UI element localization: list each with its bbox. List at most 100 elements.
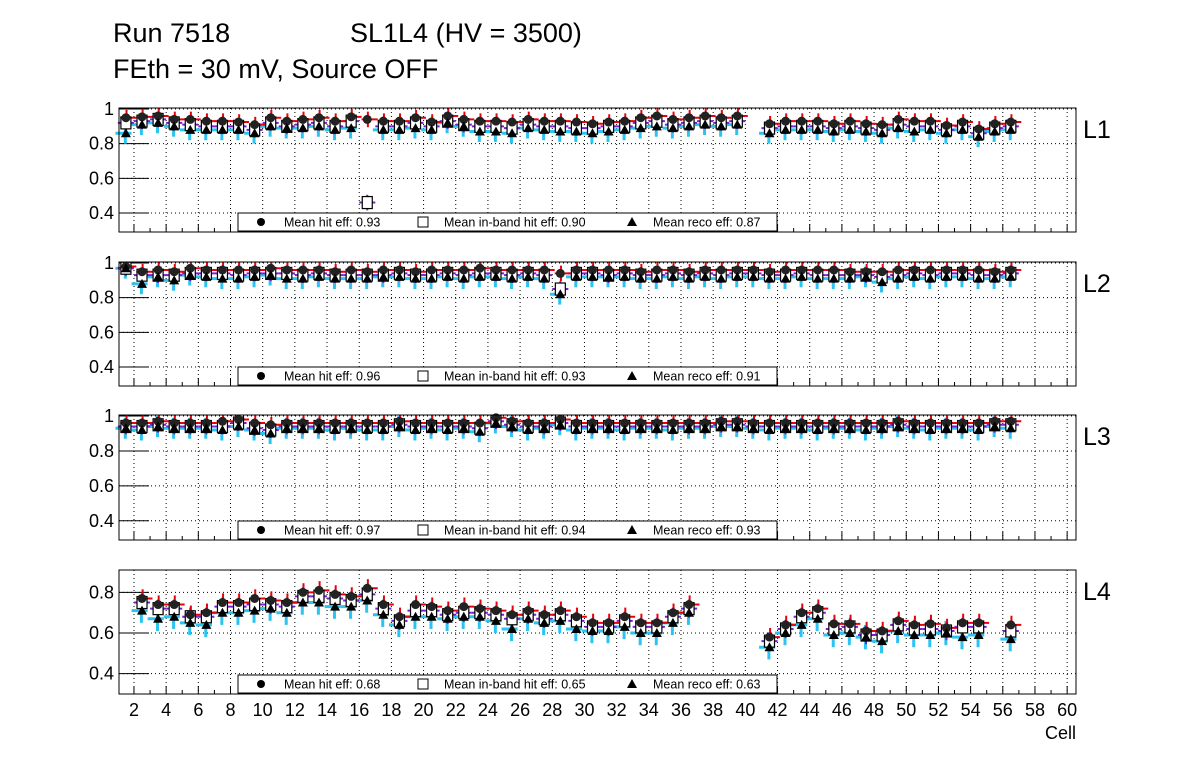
hit-marker [459, 418, 469, 428]
reco-marker [989, 421, 1000, 431]
reco-marker [458, 121, 469, 131]
hit-marker [282, 418, 292, 428]
hit-marker [555, 268, 565, 278]
reco-marker [507, 623, 518, 633]
hit-marker [475, 418, 485, 428]
reco-marker [394, 421, 405, 431]
x-tick-label: 32 [607, 700, 627, 720]
panel-frame [118, 107, 1077, 233]
panel-frame [118, 414, 1077, 541]
reco-marker [877, 277, 888, 287]
reco-marker [957, 271, 968, 281]
reco-marker [217, 425, 228, 435]
hit-marker [861, 418, 871, 428]
reco-marker [651, 628, 662, 638]
hit-marker [394, 116, 404, 126]
hit-marker [298, 265, 308, 275]
legend-hit-marker [257, 680, 265, 688]
reco-marker [346, 601, 357, 611]
reco-marker [362, 595, 373, 605]
hit-marker [588, 265, 598, 275]
hit-marker [378, 418, 388, 428]
reco-marker [249, 128, 260, 138]
hit-marker [684, 418, 694, 428]
hit-marker [459, 265, 469, 275]
reco-marker [844, 423, 855, 433]
reco-marker [281, 607, 292, 617]
reco-marker [281, 273, 292, 283]
hit-marker [137, 267, 147, 277]
hit-marker [974, 124, 984, 134]
reco-marker [796, 271, 807, 281]
hit-marker [813, 418, 823, 428]
reco-marker [523, 123, 534, 133]
hit-marker [217, 416, 227, 426]
hit-marker [250, 418, 260, 428]
hit-marker [362, 583, 372, 593]
reco-marker [137, 119, 148, 129]
reco-marker [362, 273, 373, 283]
reco-marker [201, 619, 212, 629]
reco-marker [410, 611, 421, 621]
x-tick-label: 20 [414, 700, 434, 720]
reco-marker [539, 273, 550, 283]
reco-marker [169, 611, 180, 621]
hit-marker [990, 119, 1000, 129]
y-tick-label: 0.4 [89, 511, 114, 531]
reco-marker [893, 625, 904, 635]
reco-marker [603, 423, 614, 433]
hit-marker [555, 606, 565, 616]
panel-l4: 0.4 0.6 0.8 L4 Mean hit eff: 0.68 Mean in-ban… [89, 569, 1111, 720]
reco-marker [700, 271, 711, 281]
hit-marker [636, 267, 646, 277]
reco-marker [394, 124, 405, 134]
hit-marker [411, 600, 421, 610]
hit-marker [121, 113, 131, 123]
hit-marker [893, 114, 903, 124]
x-tick-label: 40 [735, 700, 755, 720]
reco-marker [153, 421, 164, 431]
legend-hit-label: Mean hit eff: 0.97 [284, 524, 380, 538]
reco-marker [474, 611, 485, 621]
reco-marker [474, 126, 485, 136]
reco-marker [780, 273, 791, 283]
hit-marker [813, 116, 823, 126]
reco-marker [941, 271, 952, 281]
reco-marker [346, 123, 357, 133]
legend-reco-label: Mean reco eff: 0.63 [653, 678, 761, 692]
reco-marker [378, 609, 389, 619]
hit-marker [636, 418, 646, 428]
reco-marker [201, 124, 212, 134]
reco-marker [297, 423, 308, 433]
x-tick-label: 34 [639, 700, 659, 720]
y-tick-label: 0.8 [89, 441, 114, 461]
reco-marker [861, 271, 872, 281]
hit-marker [636, 113, 646, 123]
hit-marker [1006, 265, 1016, 275]
hit-marker [443, 418, 453, 428]
reco-marker [233, 421, 244, 431]
reco-marker [201, 271, 212, 281]
reco-marker [941, 423, 952, 433]
y-tick-label: 0.4 [89, 357, 114, 377]
hit-marker [411, 267, 421, 277]
reco-marker [716, 121, 727, 131]
hit-marker [732, 416, 742, 426]
reco-marker [507, 273, 518, 283]
x-tick-label: 42 [768, 700, 788, 720]
x-tick-label: 18 [381, 700, 401, 720]
hit-marker [491, 606, 501, 616]
reco-marker [700, 423, 711, 433]
hit-marker [459, 602, 469, 612]
hit-marker [652, 618, 662, 628]
reco-marker [877, 423, 888, 433]
legend-box [237, 674, 778, 694]
hit-marker [877, 418, 887, 428]
hit-marker [604, 418, 614, 428]
reco-marker [185, 423, 196, 433]
hit-marker [378, 116, 388, 126]
x-tick-label: 38 [703, 700, 723, 720]
reco-marker [1005, 271, 1016, 281]
reco-marker [153, 613, 164, 623]
layer-label: L1 [1083, 116, 1111, 144]
